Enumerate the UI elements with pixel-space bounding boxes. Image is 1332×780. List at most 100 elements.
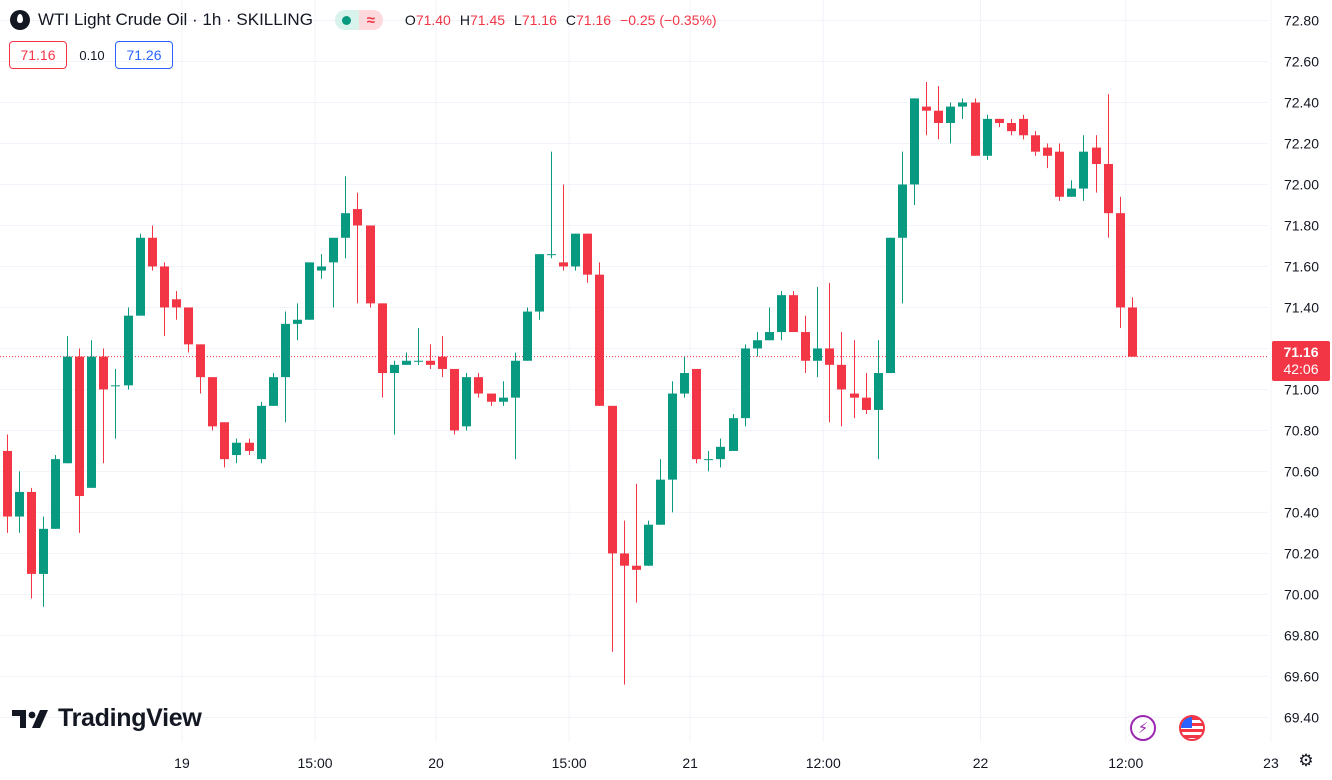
candle (293, 303, 302, 341)
candle-body (15, 491, 24, 517)
candle-body (378, 303, 387, 374)
candle-body (462, 377, 471, 427)
candle (1043, 143, 1052, 169)
candle (898, 151, 907, 304)
candle-body (51, 459, 60, 529)
last-price-tag: 71.16 42:06 (1272, 341, 1330, 381)
price-tick-label: 70.00 (1284, 586, 1319, 602)
lightning-icon[interactable]: ⚡ (1130, 715, 1156, 741)
candle-body (1055, 151, 1064, 197)
candle (1031, 131, 1040, 156)
candle (111, 368, 120, 439)
candle-body (789, 295, 798, 333)
candle-body (353, 209, 362, 226)
candle (1019, 114, 1028, 140)
candle-body (910, 98, 919, 185)
candle-body (608, 405, 617, 554)
candle-body (680, 373, 689, 394)
us-flag-icon[interactable] (1179, 715, 1205, 741)
candle (559, 184, 568, 271)
time-axis[interactable]: 19 15:00 20 15:00 21 12:00 22 12:00 23 (174, 755, 1279, 771)
candle-body (402, 360, 411, 365)
spread-value: 0.10 (79, 47, 105, 63)
price-tick-label: 70.20 (1284, 545, 1319, 561)
candle-body (269, 377, 278, 406)
time-tick-label: 15:00 (552, 755, 587, 771)
candle (632, 483, 641, 603)
candle (474, 373, 483, 398)
candle-body (390, 364, 399, 374)
candle (1055, 143, 1064, 201)
status-pill[interactable]: ≈ (334, 10, 383, 30)
price-tick-label: 71.40 (1284, 299, 1319, 315)
candle-body (741, 348, 750, 419)
approx-icon: ≈ (358, 10, 383, 30)
candle-body (1043, 147, 1052, 156)
candle (1104, 94, 1113, 238)
candle (487, 393, 496, 406)
candle-body (172, 299, 181, 308)
candle-body (426, 360, 435, 365)
candle (741, 344, 750, 427)
candle-body (886, 237, 895, 374)
candle-body (414, 360, 423, 362)
candle (75, 348, 84, 533)
candle (450, 368, 459, 435)
candle (148, 225, 157, 271)
candle-body (281, 323, 290, 378)
price-axis[interactable]: 72.80 72.60 72.40 72.20 72.00 71.80 71.60 71.40… (1284, 12, 1319, 725)
candle-body (450, 368, 459, 431)
chart-title[interactable]: WTI Light Crude Oil · 1h · SKILLING (38, 10, 313, 29)
candle (305, 262, 314, 320)
price-tick-label: 72.60 (1284, 53, 1319, 69)
time-tick-label: 19 (174, 755, 190, 771)
candle-body (1104, 163, 1113, 214)
candle-body (1007, 122, 1016, 132)
candle-body (341, 213, 350, 238)
candle (3, 434, 12, 533)
price-tick-label: 69.60 (1284, 668, 1319, 684)
sell-price-button[interactable]: 71.16 (9, 41, 67, 69)
candle-body (583, 233, 592, 275)
candle (862, 373, 871, 415)
high-value: 71.45 (469, 12, 506, 28)
candle (958, 98, 967, 119)
candle-body (874, 373, 883, 410)
candle-body (656, 479, 665, 525)
candle-body (692, 368, 701, 460)
candle (753, 332, 762, 357)
candle (63, 336, 72, 464)
buy-price-button[interactable]: 71.26 (115, 41, 173, 69)
time-tick-label: 15:00 (298, 755, 333, 771)
price-tick-label: 71.80 (1284, 217, 1319, 233)
candle (620, 520, 629, 685)
candle (220, 422, 229, 468)
candle (15, 471, 24, 533)
candle-body (765, 332, 774, 341)
candle (729, 414, 738, 451)
candle-body (983, 118, 992, 156)
candle-body (1116, 213, 1125, 308)
candle (160, 262, 169, 337)
price-tick-label: 70.60 (1284, 463, 1319, 479)
candle (353, 192, 362, 304)
candle (595, 262, 604, 406)
ohlc-values: O71.40 H71.45 L71.16 C71.16 −0.25 (−0.35… (404, 12, 717, 28)
time-tick-label: 12:00 (806, 755, 841, 771)
candles (3, 81, 1137, 685)
candle (777, 291, 786, 341)
candle (886, 237, 895, 374)
candle (341, 176, 350, 259)
candle-body (729, 418, 738, 451)
candle-body (632, 565, 641, 570)
candle (462, 373, 471, 431)
gear-icon[interactable]: ⚙ (1298, 751, 1314, 770)
candle-body (27, 491, 36, 574)
candle-body (922, 106, 931, 111)
candle (874, 340, 883, 460)
tradingview-logo[interactable]: TradingView (12, 704, 202, 733)
tv-logo-icon (12, 709, 48, 728)
candle-body (196, 344, 205, 378)
bar-countdown: 42:06 (1283, 361, 1319, 377)
